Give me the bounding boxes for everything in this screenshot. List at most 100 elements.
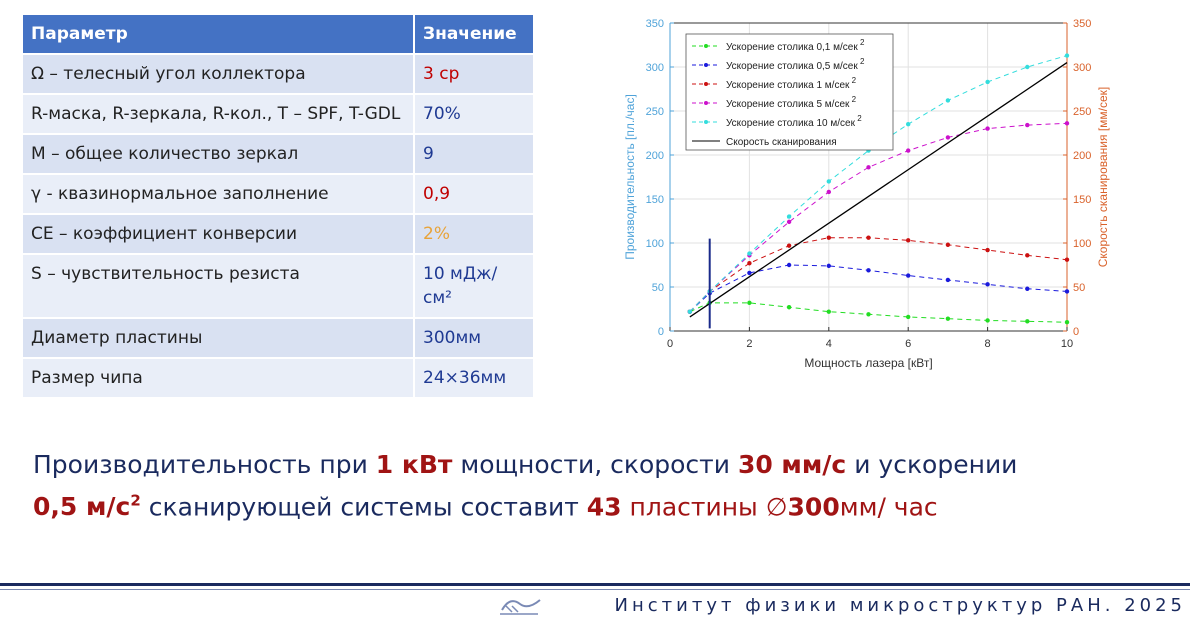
data-point xyxy=(1025,253,1030,258)
y-tick-label-right: 0 xyxy=(1073,326,1079,338)
table-row: Размер чипа 24×36мм xyxy=(23,357,535,397)
y-tick-label-right: 350 xyxy=(1073,18,1091,30)
x-tick-label: 10 xyxy=(1061,338,1073,350)
table-row: Диаметр пластины 300мм xyxy=(23,317,535,358)
table-row: γ - квазинормальное заполнение 0,9 xyxy=(23,173,535,214)
summary-part: мощности, скорости xyxy=(452,450,738,479)
chart-axes: 0 2 4 6 8 10050100150200250300350050100150200… xyxy=(623,18,1110,370)
data-point xyxy=(866,165,871,170)
y-tick-label-right: 50 xyxy=(1073,282,1085,294)
data-point xyxy=(985,126,990,131)
y-tick-label-left: 0 xyxy=(658,326,664,338)
summary-speed: 30 мм/с xyxy=(737,450,847,479)
y-tick-label-left: 200 xyxy=(646,150,664,162)
legend-marker xyxy=(704,63,708,67)
x-tick-label: 4 xyxy=(826,338,832,350)
institute-logo-icon xyxy=(500,599,541,615)
table-header-row: Параметр Значение xyxy=(23,15,535,54)
chart-series xyxy=(687,53,1070,329)
y-tick-label-left: 300 xyxy=(646,62,664,74)
data-point xyxy=(906,273,911,278)
data-point xyxy=(826,309,831,314)
legend-label: Ускорение столика 0,5 м/сек 2 xyxy=(726,57,865,72)
legend-marker xyxy=(704,82,708,86)
series-line xyxy=(689,62,1068,318)
data-point xyxy=(747,300,752,306)
x-axis-label: Мощность лазера [кВт] xyxy=(804,356,932,370)
parameter-cell: γ - квазинормальное заполнение xyxy=(23,173,415,214)
data-point xyxy=(747,270,752,276)
chart-legend: Ускорение столика 0,1 м/сек 2 Ускорение с… xyxy=(685,33,894,151)
value-cell: 9 xyxy=(414,133,535,174)
data-point xyxy=(1025,64,1030,70)
y-tick-label-right: 250 xyxy=(1073,106,1091,118)
data-point xyxy=(786,214,792,219)
parameter-cell: M – общее количество зеркал xyxy=(23,133,415,174)
y-tick-label-right: 200 xyxy=(1073,150,1091,162)
data-point xyxy=(687,309,693,314)
parameter-cell: Диаметр пластины xyxy=(23,317,415,358)
summary-wafer-count: 43 xyxy=(586,492,622,522)
x-tick-label: 0 xyxy=(667,338,673,350)
summary-acceleration: 0,5 м/с2 xyxy=(33,492,141,521)
summary-text: Производительность при 1 кВт мощности, с… xyxy=(33,446,1173,525)
y-tick-label-left: 250 xyxy=(646,106,664,118)
column-header-value: Значение xyxy=(414,15,535,54)
data-point xyxy=(1064,257,1070,262)
series-line xyxy=(689,55,1068,312)
data-point xyxy=(786,262,792,268)
value-cell: 300мм xyxy=(414,317,535,358)
legend-marker xyxy=(704,101,708,105)
data-point xyxy=(1025,122,1030,128)
parameter-cell: CE – коэффициент конверсии xyxy=(23,213,415,254)
y-tick-label-right: 300 xyxy=(1073,62,1091,74)
summary-diameter: 300 xyxy=(787,492,840,522)
y-axis-label-left: Производительность [пл./час] xyxy=(623,94,637,260)
data-point xyxy=(866,268,871,273)
data-point xyxy=(906,314,911,320)
legend-box xyxy=(685,33,894,151)
data-point xyxy=(985,79,990,85)
productivity-chart: 0 2 4 6 8 10050100150200250300350050100150200… xyxy=(623,18,1110,370)
data-point xyxy=(945,135,951,140)
value-cell: 10 мДж/см² xyxy=(414,253,535,318)
data-point xyxy=(826,263,831,269)
data-point xyxy=(786,219,792,225)
data-point xyxy=(945,98,951,103)
data-point xyxy=(1064,121,1070,126)
data-point xyxy=(1064,289,1070,294)
parameter-cell: S – чувствительность резиста xyxy=(23,253,415,318)
parameter-cell: Ω – телесный угол коллектора xyxy=(23,53,415,94)
data-point xyxy=(985,247,990,253)
footer-divider-thin xyxy=(0,589,1190,590)
summary-part: Производительность при xyxy=(33,450,376,479)
x-tick-label: 6 xyxy=(905,338,911,350)
data-point xyxy=(945,242,951,247)
data-point xyxy=(945,316,951,321)
data-point xyxy=(985,318,990,323)
data-point xyxy=(826,179,831,184)
y-axis-label-right: Скорость сканирования [мм/сек] xyxy=(1096,87,1110,268)
data-point xyxy=(786,243,792,248)
legend-label: Скорость сканирования xyxy=(726,137,837,148)
y-tick-label-left: 50 xyxy=(652,282,664,294)
legend-label: Ускорение столика 0,1 м/сек 2 xyxy=(726,38,865,53)
data-point xyxy=(945,277,951,283)
x-tick-label: 2 xyxy=(746,338,752,350)
y-tick-label-right: 100 xyxy=(1073,238,1091,250)
table-row: CE – коэффициент конверсии 2% xyxy=(23,213,535,254)
data-point xyxy=(826,189,831,195)
summary-part: и ускорении xyxy=(846,450,1018,479)
institute-name: Институт физики микроструктур РАН. 2025 xyxy=(614,595,1186,616)
parameter-cell: R-маска, R-зеркала, R-кол., T – SPF, T-G… xyxy=(23,93,415,134)
data-point xyxy=(985,282,990,287)
y-tick-label-left: 350 xyxy=(646,18,664,30)
diameter-symbol: ∅ xyxy=(765,492,788,522)
data-point xyxy=(786,305,792,310)
summary-power: 1 кВт xyxy=(375,450,453,479)
parameter-cell: Размер чипа xyxy=(23,357,415,397)
summary-acceleration-sup: 2 xyxy=(130,492,141,510)
data-point xyxy=(1025,286,1030,291)
data-point xyxy=(826,235,831,240)
data-point xyxy=(1064,320,1070,325)
